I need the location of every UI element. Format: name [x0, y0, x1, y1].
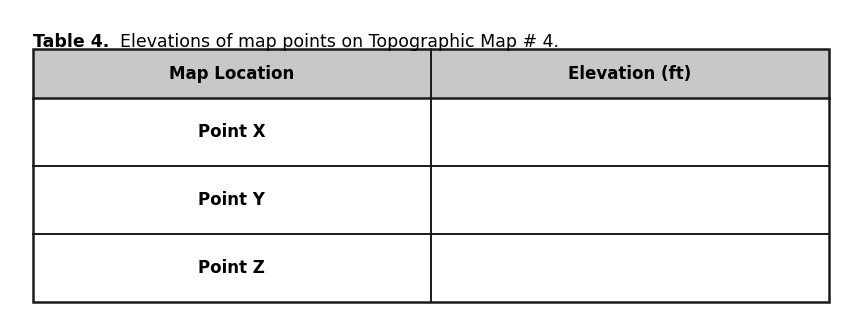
Text: Point X: Point X [198, 123, 265, 141]
Text: Table 4.: Table 4. [33, 33, 108, 51]
Bar [33, 49, 828, 302]
Text: Elevation (ft): Elevation (ft) [568, 65, 691, 82]
Bar [33, 234, 828, 302]
Text: Point Y: Point Y [198, 191, 265, 209]
Text: Elevations of map points on Topographic Map # 4.: Elevations of map points on Topographic … [108, 33, 558, 51]
Bar [33, 49, 828, 98]
Bar [33, 98, 828, 166]
Text: Point Z: Point Z [198, 259, 265, 277]
Bar [33, 166, 828, 234]
Text: Map Location: Map Location [169, 65, 294, 82]
